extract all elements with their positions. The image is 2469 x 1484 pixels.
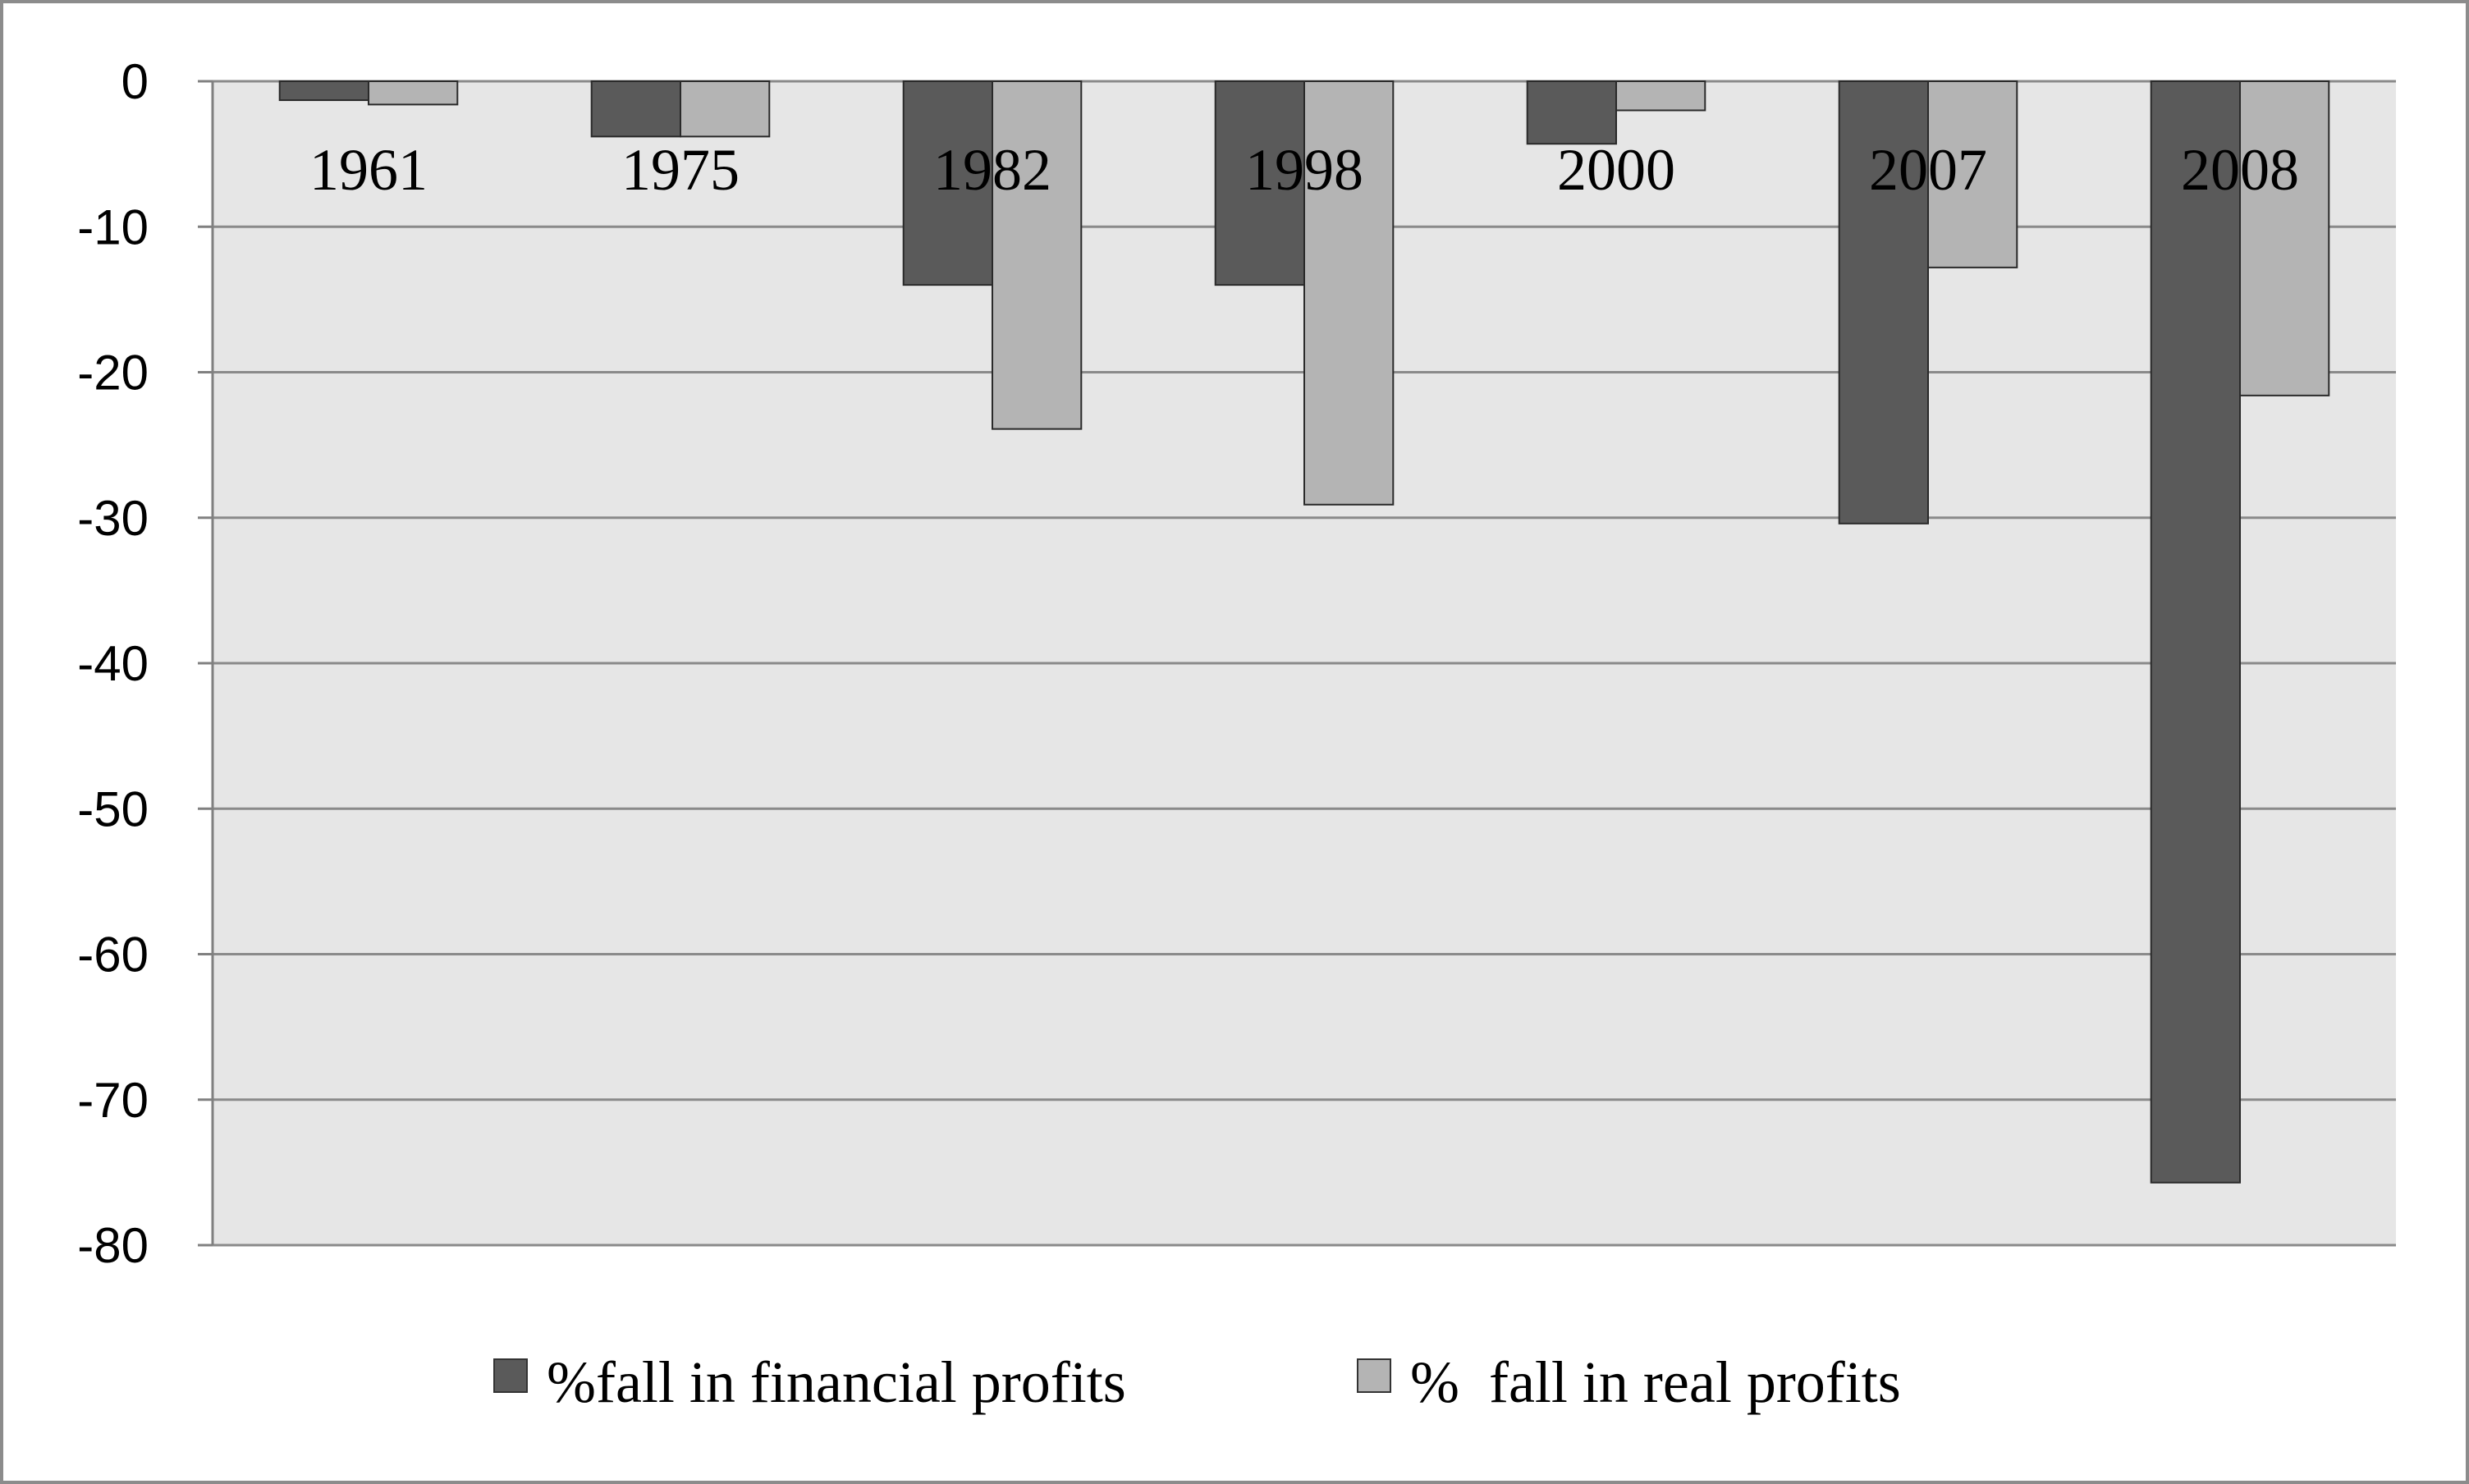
y-tick-label: -60 — [77, 928, 149, 982]
bar-financial-profits — [1214, 80, 1305, 286]
legend-swatch-real — [1357, 1358, 1391, 1393]
bar-financial-profits — [1526, 80, 1617, 145]
x-category-label: 2008 — [2181, 137, 2299, 203]
y-tick-label: -10 — [77, 199, 149, 254]
bars — [278, 80, 2330, 1184]
bar-real-profits — [1615, 80, 1706, 112]
y-tick-label: -50 — [77, 781, 149, 836]
x-category-label: 1961 — [309, 137, 428, 203]
y-tick-label: -80 — [77, 1218, 149, 1273]
bar-real-profits — [368, 80, 459, 106]
y-tick-label: -20 — [77, 346, 149, 401]
x-category-label: 1998 — [1245, 137, 1363, 203]
y-axis-ticks: 0 -10 -20 -30 -40 -50 -60 -70 -80 — [77, 54, 213, 1273]
x-category-label: 2007 — [1869, 137, 1987, 203]
y-tick-label: -70 — [77, 1073, 149, 1128]
legend-label-real: % fall in real profits — [1410, 1349, 1901, 1415]
y-tick-label: -40 — [77, 636, 149, 691]
bar-financial-profits — [2150, 80, 2241, 1184]
x-category-label: 2000 — [1557, 137, 1675, 203]
bar-chart: 0-10-20-30-40-50-60-70-80 1961 1975 1982 19… — [77, 54, 2396, 1415]
bar-real-profits — [1927, 80, 2018, 268]
x-category-label: 1975 — [621, 137, 740, 203]
bar-real-profits — [992, 80, 1083, 430]
bar-financial-profits — [1838, 80, 1929, 524]
x-category-label: 1982 — [933, 137, 1051, 203]
legend-swatch-financial — [493, 1358, 528, 1393]
bar-real-profits — [1303, 80, 1395, 506]
bar-real-profits — [2239, 80, 2330, 396]
bar-financial-profits — [902, 80, 993, 286]
legend: %fall in financial profits % fall in rea… — [493, 1349, 1901, 1415]
bar-real-profits — [680, 80, 771, 138]
bar-financial-profits — [278, 80, 370, 102]
y-tick-label: -30 — [77, 491, 149, 546]
x-axis-labels: 1961 1975 1982 1998 2000 2007 2008 — [309, 137, 2299, 203]
bar-financial-profits — [590, 80, 682, 138]
y-tick-label: 0 — [121, 54, 149, 109]
legend-label-financial: %fall in financial profits — [547, 1349, 1126, 1415]
